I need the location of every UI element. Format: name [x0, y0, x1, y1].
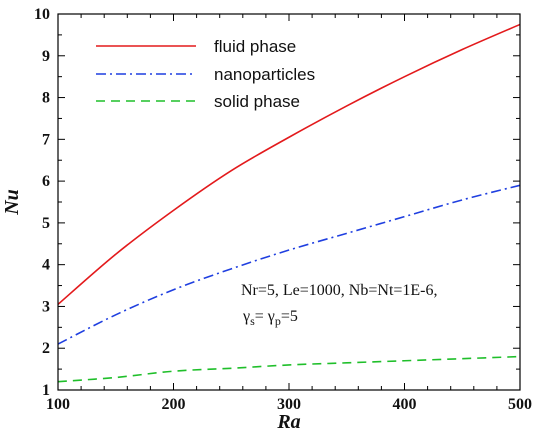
- plot-layer: [57, 23, 521, 383]
- x-axis-title: Ra: [276, 411, 300, 432]
- x-tick-label: 200: [162, 396, 186, 413]
- y-tick-label: 7: [42, 131, 50, 148]
- y-tick-label: 1: [42, 382, 50, 399]
- y-tick-label: 9: [42, 48, 50, 65]
- legend-label-fluid-phase: fluid phase: [214, 37, 296, 56]
- annotation-line-2: γs= γp=5: [242, 308, 298, 328]
- y-axis-title: Nu: [1, 189, 23, 216]
- x-tick-label: 300: [277, 396, 301, 413]
- legend-label-solid-phase: solid phase: [214, 92, 300, 111]
- annotation-line-1: Nr=5, Le=1000, Nb=Nt=1E-6,: [241, 282, 438, 299]
- series-line-fluid-phase: [57, 23, 521, 305]
- y-tick-label: 2: [42, 340, 50, 357]
- legend: fluid phase nanoparticles solid phase: [96, 37, 315, 111]
- y-tick-label: 4: [42, 257, 50, 274]
- y-tick-label: 8: [42, 90, 50, 107]
- x-tick-label: 500: [508, 396, 532, 413]
- axes-layer: 100 200 300 400 500 1 2 3 4 5 6 7 8 9 10: [34, 6, 532, 413]
- y-tick-label: 5: [42, 215, 50, 232]
- legend-label-nanoparticles: nanoparticles: [214, 65, 315, 84]
- series-line-solid-phase: [57, 355, 521, 383]
- y-tick-label: 10: [34, 6, 50, 23]
- annotation: Nr=5, Le=1000, Nb=Nt=1E-6, γs= γp=5: [241, 282, 438, 328]
- series-line-nanoparticles: [57, 184, 521, 345]
- x-tick-label: 100: [46, 396, 70, 413]
- x-tick-label: 400: [393, 396, 417, 413]
- y-tick-label: 3: [42, 298, 50, 315]
- y-tick-label: 6: [42, 173, 50, 190]
